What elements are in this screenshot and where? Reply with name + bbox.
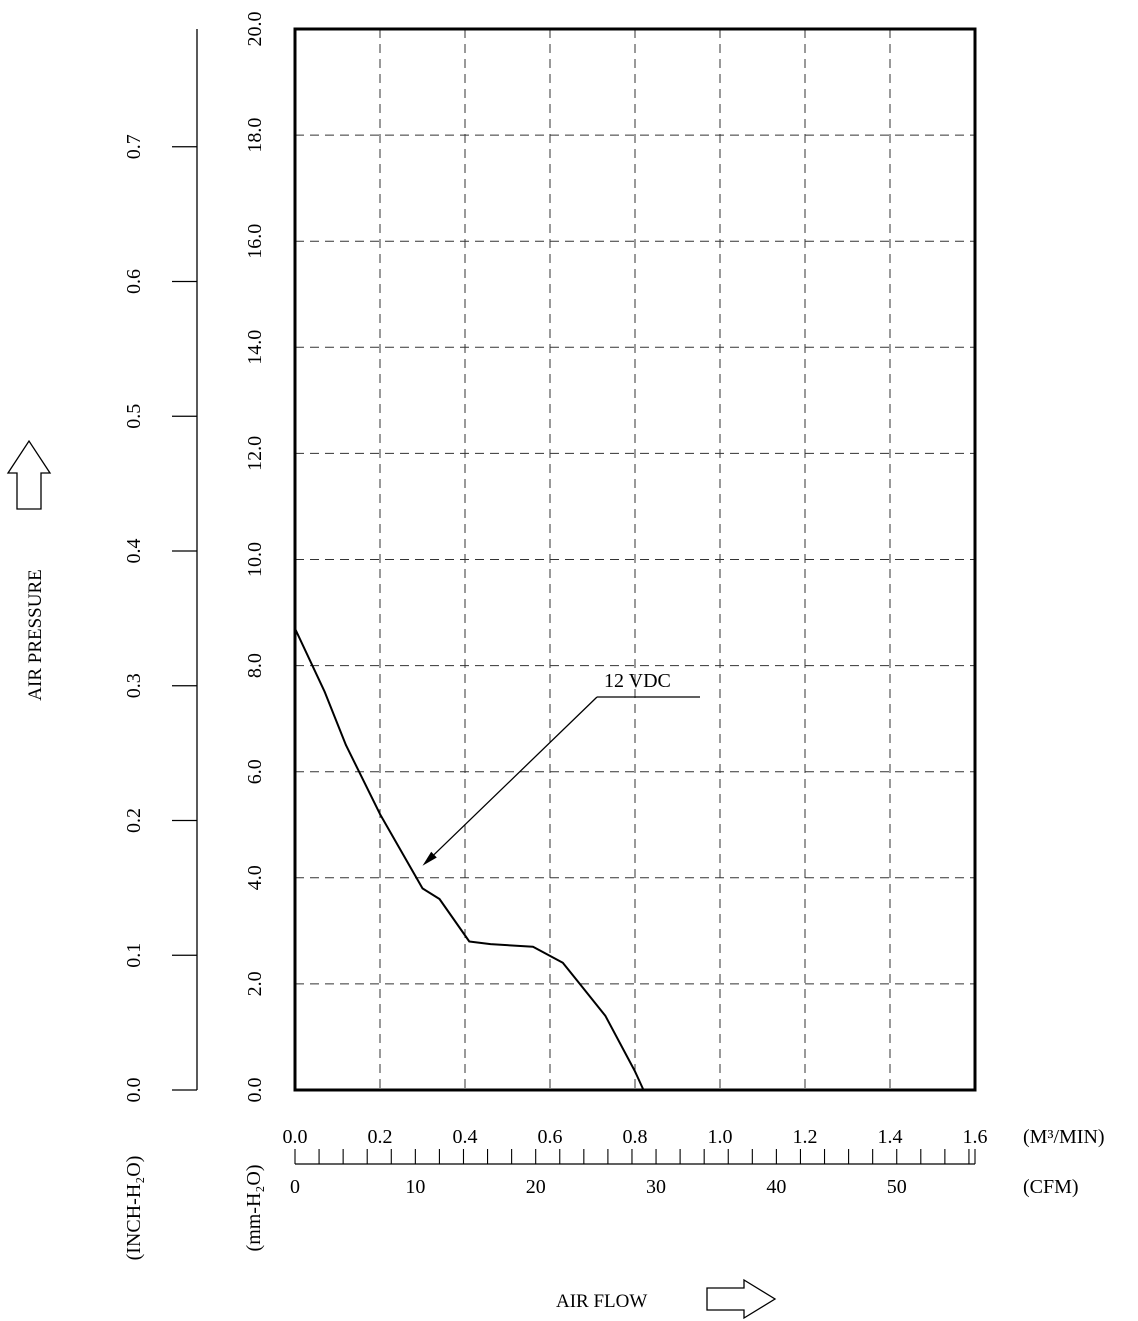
inch-tick-label: 0.4	[123, 539, 145, 564]
cfm-tick-label: 10	[405, 1176, 425, 1198]
data-point	[604, 1014, 607, 1017]
y-tick-label: 4.0	[244, 865, 266, 890]
y-tick-label: 14.0	[244, 330, 266, 365]
cfm-tick-label: 30	[646, 1176, 666, 1198]
x-tick-label: 1.2	[793, 1126, 818, 1148]
cfm-tick-label: 50	[887, 1176, 907, 1198]
data-point	[323, 691, 326, 693]
data-point	[634, 1070, 636, 1073]
data-point	[561, 961, 564, 964]
data-point	[489, 943, 492, 945]
x-tick-label: 0.0	[283, 1126, 308, 1148]
y-unit-secondary: (INCH-H₂O)	[123, 1156, 145, 1261]
y-tick-label: 0.0	[244, 1078, 266, 1103]
x-unit-primary: (M³/MIN)	[1023, 1126, 1105, 1148]
y-axis-title: AIR PRESSURE	[25, 569, 46, 700]
y-tick-labels: 0.0 2.0 4.0 6.0 8.0 10.0 12.0 14.0 16.0 18.0 20.0	[244, 12, 266, 1103]
x-tick-label: 1.0	[708, 1126, 733, 1148]
annotation-layer: 12 VDC	[422, 670, 700, 866]
annotation-arrow	[433, 696, 598, 856]
inch-tick-label: 0.5	[123, 404, 145, 429]
inch-axis: 0.0 0.1 0.2 0.3 0.4 0.5 0.6 0.7	[123, 29, 198, 1103]
series-layer	[294, 627, 645, 1091]
x-unit-secondary: (CFM)	[1023, 1176, 1079, 1198]
x-tick-label: 0.2	[368, 1126, 393, 1148]
x-tick-label: 0.4	[453, 1126, 478, 1148]
annotation-label: 12 VDC	[604, 670, 671, 692]
y-tick-label: 6.0	[244, 759, 266, 784]
y-tick-label: 16.0	[244, 224, 266, 259]
cfm-tick-label: 40	[766, 1176, 786, 1198]
data-point	[421, 887, 424, 890]
data-point	[438, 898, 441, 900]
y-tick-label: 12.0	[244, 436, 266, 471]
data-point	[468, 940, 471, 943]
cfm-axis: 0 10 20 30 40 50	[290, 1149, 976, 1198]
data-point	[345, 744, 347, 746]
y-tick-label: 10.0	[244, 542, 266, 577]
data-point	[532, 945, 534, 948]
y-unit-primary: (mm-H₂O)	[243, 1165, 265, 1252]
y-tick-label: 18.0	[244, 118, 266, 153]
inch-tick-label: 0.3	[123, 673, 145, 698]
x-tick-labels: 0.0 0.2 0.4 0.6 0.8 1.0 1.2 1.4 1.6	[283, 1126, 988, 1148]
arrow-right-icon	[706, 1278, 777, 1320]
x-axis-title: AIR FLOW	[556, 1291, 647, 1312]
inch-tick-label: 0.1	[123, 943, 145, 968]
arrow-up-icon	[6, 439, 52, 510]
inch-tick-label: 0.2	[123, 808, 145, 833]
x-tick-label: 0.8	[623, 1126, 648, 1148]
inch-tick-label: 0.0	[123, 1078, 145, 1103]
y-tick-label: 8.0	[244, 653, 266, 678]
inch-tick-label: 0.6	[123, 269, 145, 294]
data-point	[294, 627, 296, 630]
inch-tick-label: 0.7	[123, 134, 145, 159]
data-point	[642, 1089, 645, 1091]
grid-lines	[295, 29, 975, 1090]
series-line-12vdc	[294, 628, 645, 1091]
data-point	[379, 813, 381, 815]
annotation-arrowhead	[422, 851, 437, 866]
y-tick-label: 2.0	[244, 971, 266, 996]
plot-frame	[293, 27, 977, 1092]
y-tick-label: 20.0	[244, 12, 266, 47]
x-tick-label: 0.6	[538, 1126, 563, 1148]
cfm-tick-label: 0	[290, 1176, 300, 1198]
cfm-tick-label: 20	[526, 1176, 546, 1198]
x-tick-label: 1.6	[963, 1126, 988, 1148]
data-point	[578, 983, 581, 985]
x-tick-label: 1.4	[878, 1126, 903, 1148]
